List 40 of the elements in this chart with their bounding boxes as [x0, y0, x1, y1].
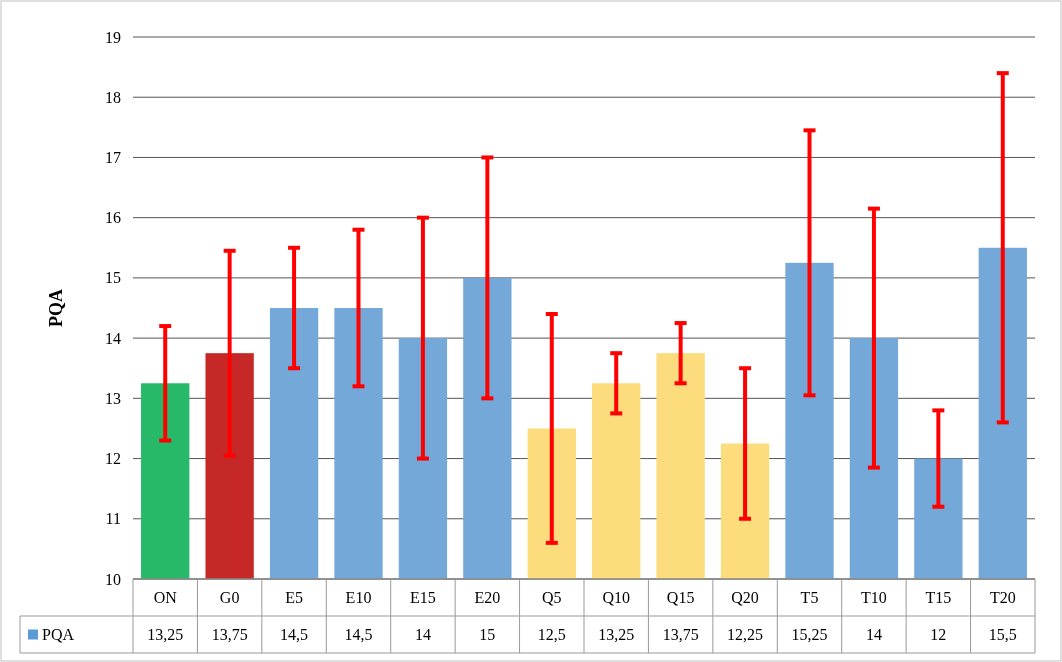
text: PQA: [42, 626, 75, 644]
data-label: 15: [479, 626, 496, 644]
data-label: 12,5: [537, 626, 566, 644]
data-label: 13,25: [147, 626, 184, 644]
data-label: 13,75: [211, 626, 248, 644]
data-label: 14: [865, 626, 882, 644]
x-tick-label: E15: [410, 589, 436, 607]
data-label: 13,25: [598, 626, 635, 644]
y-tick-label: 15: [105, 269, 121, 287]
y-tick-label: 14: [105, 329, 121, 347]
data-label: 12,25: [727, 626, 764, 644]
x-tick-label: T10: [861, 589, 887, 607]
y-tick-label: 19: [105, 28, 121, 46]
x-tick-label: E20: [474, 589, 501, 607]
y-tick-label: 11: [105, 510, 121, 528]
y-tick-label: 18: [105, 88, 121, 106]
y-tick-label: 10: [105, 570, 121, 588]
x-tick-label: E5: [285, 589, 303, 607]
y-tick-label: 17: [105, 149, 121, 167]
x-tick-label: T15: [925, 589, 952, 607]
y-tick-label: 16: [105, 209, 121, 227]
x-tick-label: G0: [219, 589, 240, 607]
x-tick-label: T20: [989, 589, 1016, 607]
x-tick-label: Q20: [731, 589, 759, 607]
x-tick-label: ON: [153, 589, 178, 607]
data-label: 14: [414, 626, 431, 644]
x-tick-label: Q10: [602, 589, 630, 607]
data-label: 12: [930, 626, 947, 644]
x-tick-label: Q15: [666, 589, 695, 607]
y-tick-label: 13: [105, 389, 121, 407]
x-tick-label: Q5: [542, 589, 562, 607]
data-label: 15,5: [988, 626, 1017, 644]
x-tick-label: T5: [800, 589, 819, 607]
data-label: 14,5: [280, 626, 309, 644]
y-tick-label: 12: [105, 450, 121, 468]
x-tick-label: E10: [345, 589, 372, 607]
y-axis-title: PQA: [46, 289, 66, 327]
data-label: 13,75: [662, 626, 699, 644]
data-label: 15,25: [791, 626, 828, 644]
data-label: 14,5: [344, 626, 373, 644]
